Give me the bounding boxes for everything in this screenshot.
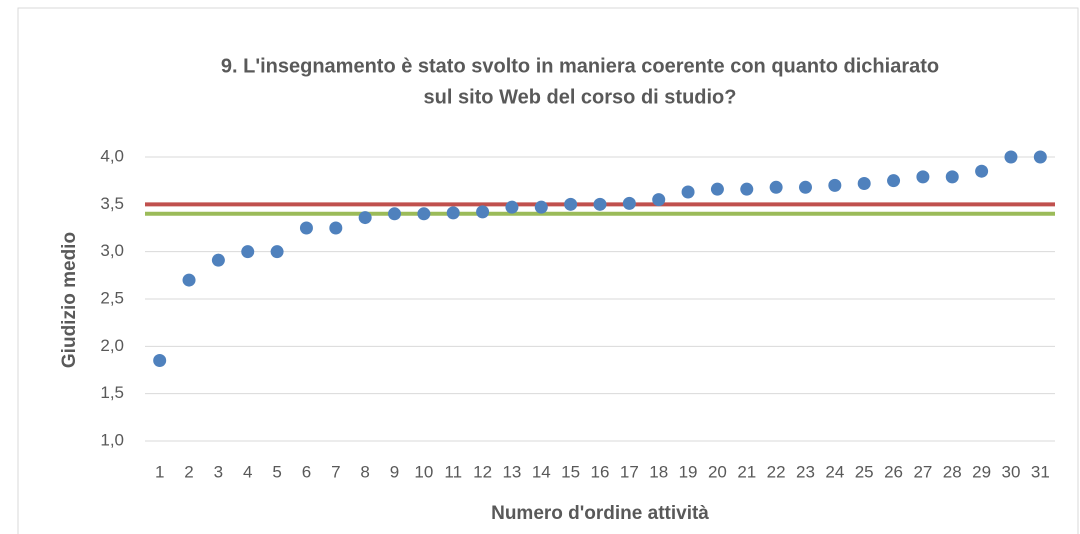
x-tick-label: 29	[972, 462, 991, 481]
y-tick-label: 2,0	[100, 336, 124, 355]
x-tick-label: 12	[473, 462, 492, 481]
x-tick-label: 16	[591, 462, 610, 481]
x-tick-label: 15	[561, 462, 580, 481]
x-tick-label: 23	[796, 462, 815, 481]
y-tick-label: 2,5	[100, 288, 124, 307]
point	[564, 197, 578, 211]
point	[798, 180, 812, 194]
point	[476, 205, 490, 219]
x-tick-label: 8	[360, 462, 369, 481]
point	[622, 196, 636, 210]
y-tick-label: 3,5	[100, 194, 124, 213]
x-tick-label: 30	[1002, 462, 1021, 481]
x-tick-label: 9	[390, 462, 399, 481]
point	[945, 170, 959, 184]
y-tick-label: 4,0	[100, 146, 124, 165]
point	[299, 221, 313, 235]
x-axis-title: Numero d'ordine attività	[491, 503, 709, 524]
y-tick-label: 1,5	[100, 383, 124, 402]
x-tick-label: 2	[184, 462, 193, 481]
x-tick-label: 31	[1031, 462, 1050, 481]
x-tick-label: 1	[155, 462, 164, 481]
chart-border	[17, 7, 1079, 534]
x-tick-label: 5	[272, 462, 281, 481]
point	[182, 273, 196, 287]
y-axis-title: Giudizio medio	[59, 232, 80, 368]
point	[828, 178, 842, 192]
point	[358, 211, 372, 225]
x-tick-label: 10	[414, 462, 433, 481]
chart-title: 9. L'insegnamento è stato svolto in mani…	[221, 55, 939, 77]
point	[916, 170, 930, 184]
point	[1033, 150, 1047, 164]
point	[241, 245, 255, 259]
y-tick-label: 3,0	[100, 241, 124, 260]
x-tick-label: 20	[708, 462, 727, 481]
x-tick-label: 28	[943, 462, 962, 481]
x-tick-label: 18	[649, 462, 668, 481]
point	[446, 206, 460, 220]
point	[740, 182, 754, 196]
point	[329, 221, 343, 235]
point	[417, 207, 431, 221]
x-tick-label: 11	[444, 462, 462, 481]
x-tick-label: 19	[679, 462, 698, 481]
point	[769, 180, 783, 194]
point	[534, 200, 548, 214]
point	[857, 177, 871, 191]
point	[681, 185, 695, 199]
x-tick-label: 21	[737, 462, 756, 481]
x-tick-label: 3	[214, 462, 223, 481]
point	[505, 200, 519, 214]
point	[975, 164, 989, 178]
x-tick-label: 25	[855, 462, 874, 481]
point	[270, 245, 284, 259]
x-tick-label: 17	[620, 462, 639, 481]
point	[652, 193, 666, 207]
x-tick-label: 24	[825, 462, 844, 481]
point	[388, 207, 402, 221]
x-tick-label: 26	[884, 462, 903, 481]
x-tick-label: 6	[302, 462, 311, 481]
point	[710, 182, 724, 196]
x-tick-label: 22	[767, 462, 786, 481]
x-tick-label: 4	[243, 462, 252, 481]
point	[153, 354, 167, 368]
point	[211, 253, 225, 267]
point	[593, 197, 607, 211]
point	[1004, 150, 1018, 164]
x-tick-label: 14	[532, 462, 551, 481]
x-tick-label: 27	[913, 462, 932, 481]
chart-title: sul sito Web del corso di studio?	[424, 86, 737, 108]
y-tick-label: 1,0	[100, 430, 124, 449]
x-tick-label: 13	[502, 462, 521, 481]
x-tick-label: 7	[331, 462, 340, 481]
point	[887, 174, 901, 188]
